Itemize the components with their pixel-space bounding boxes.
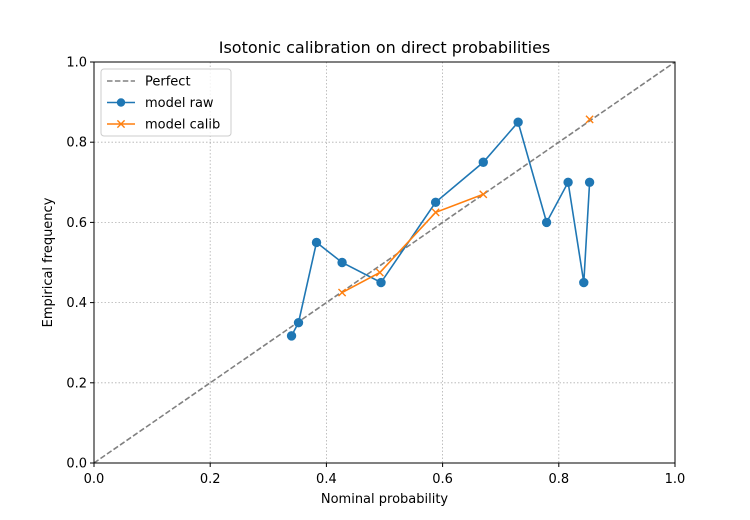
chart-title: Isotonic calibration on direct probabili…	[219, 38, 551, 57]
legend-item: model calib	[107, 118, 220, 133]
data-point	[430, 197, 441, 208]
series-line	[341, 193, 484, 294]
y-tick-label: 0.8	[66, 136, 87, 151]
legend-label: Perfect	[145, 75, 191, 90]
x-tick-label: 0.8	[548, 472, 569, 487]
y-tick-label: 0.0	[66, 457, 87, 472]
y-tick-label: 0.6	[66, 216, 87, 231]
y-tick-label: 0.2	[66, 376, 87, 391]
data-point	[376, 277, 386, 288]
data-point	[337, 257, 347, 268]
data-point	[579, 277, 589, 288]
legend-label: model raw	[145, 96, 214, 111]
series-perfect	[93, 61, 676, 464]
x-tick-label: 0.2	[200, 472, 221, 487]
legend-marker	[116, 98, 126, 107]
x-tick-label: 0.0	[84, 472, 105, 487]
data-point	[584, 177, 595, 188]
data-point	[541, 217, 552, 228]
legend-label: model calib	[145, 118, 220, 133]
data-point	[479, 190, 488, 199]
data-point	[293, 317, 304, 328]
data-point	[513, 117, 523, 127]
plot-series	[93, 61, 676, 464]
x-tick-label: 0.4	[316, 472, 337, 487]
x-axis-label: Nominal probability	[321, 492, 449, 507]
legend: Perfect model raw model calib	[100, 68, 232, 137]
data-point	[478, 157, 488, 167]
data-point	[431, 208, 440, 217]
series-model-raw	[286, 117, 595, 341]
y-tick-label: 0.4	[66, 296, 87, 311]
data-point	[585, 115, 594, 124]
plot-frame	[93, 61, 676, 464]
series-model-calib	[337, 115, 594, 297]
y-axis-label: Empirical frequency	[41, 197, 56, 327]
legend-item: Perfect	[107, 75, 191, 90]
axis-ticks: 0.0 0.2 0.4 0.6 0.8 1.0 0.0 0.2 0.4 0.6 0.8 1.0	[66, 56, 685, 488]
x-tick-label: 1.0	[665, 472, 686, 487]
data-point	[337, 288, 347, 297]
legend-marker	[116, 119, 126, 129]
series-line	[290, 120, 591, 337]
data-point	[375, 268, 384, 277]
series-line	[93, 61, 676, 464]
legend-box	[100, 68, 232, 137]
data-point	[563, 177, 573, 188]
data-point	[311, 237, 322, 248]
y-tick-label: 1.0	[66, 56, 87, 71]
x-tick-label: 0.6	[432, 472, 453, 487]
legend-item: model raw	[107, 96, 214, 111]
data-point	[286, 331, 297, 341]
